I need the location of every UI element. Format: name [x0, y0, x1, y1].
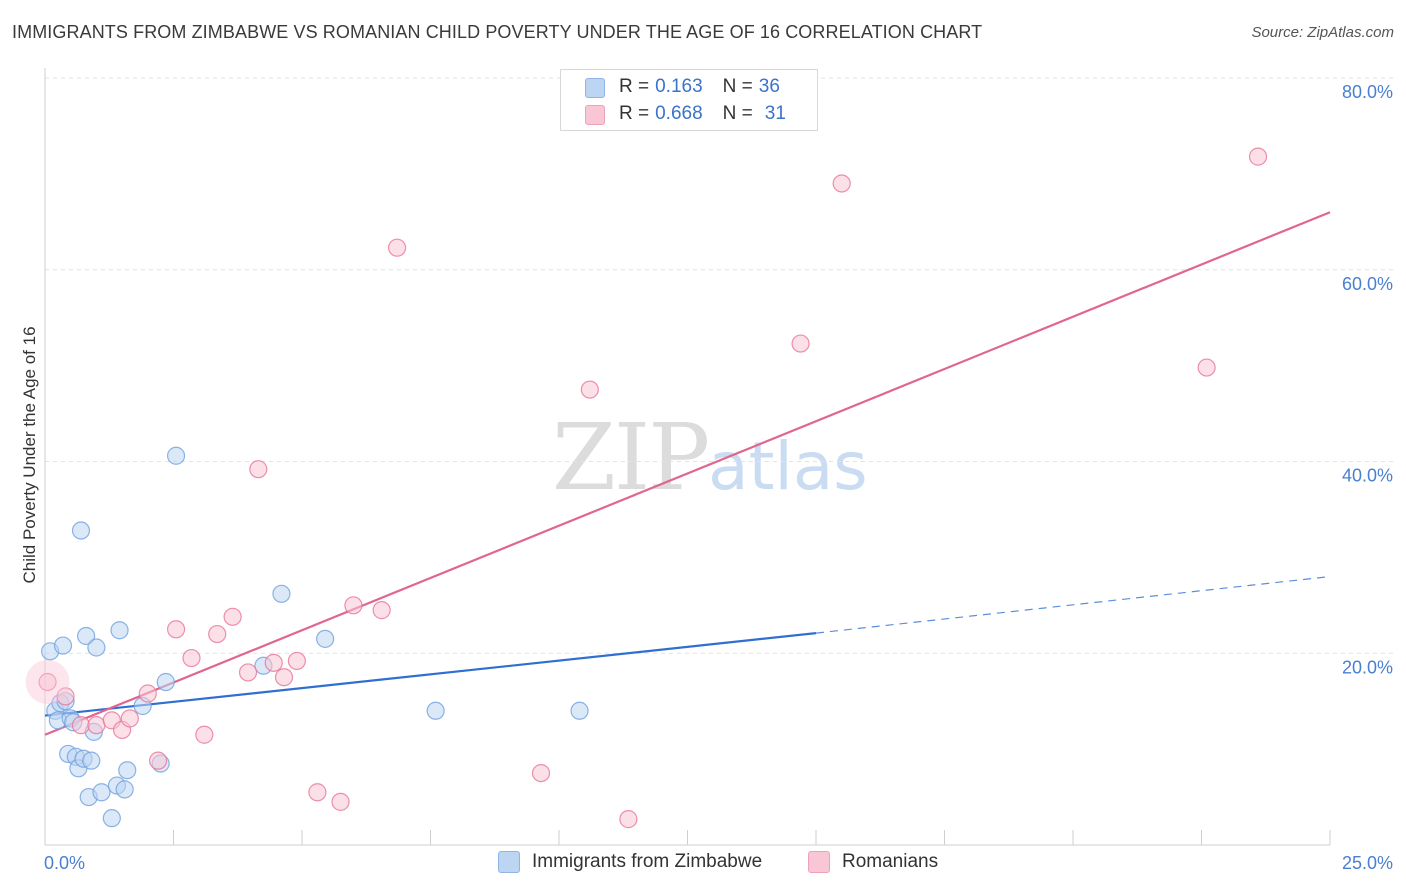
- series-legend-romanians: Romanians: [808, 851, 938, 873]
- legend-n-value: 31: [764, 103, 786, 124]
- data-point-romanians: [1248, 147, 1268, 166]
- data-point-zimbabwe: [77, 626, 96, 646]
- data-point-zimbabwe: [166, 446, 186, 465]
- axes: [44, 68, 1331, 846]
- x-tick-label: 25.0%: [1342, 853, 1393, 873]
- data-point-zimbabwe: [316, 629, 335, 648]
- data-point-romanians: [249, 460, 268, 479]
- data-point-romanians: [331, 792, 350, 811]
- data-point-romanians: [195, 725, 214, 744]
- y-tick-label: 80.0%: [1342, 82, 1393, 102]
- data-point-zimbabwe: [53, 636, 73, 655]
- chart-title: IMMIGRANTS FROM ZIMBABWE VS ROMANIAN CHI…: [12, 22, 983, 42]
- legend-r-label: R =: [619, 103, 650, 124]
- legend-n-value: 36: [758, 76, 780, 97]
- data-point-zimbabwe: [82, 751, 101, 770]
- data-point-romanians: [166, 620, 186, 639]
- data-point-romanians: [138, 684, 157, 703]
- data-point-romanians: [71, 716, 91, 735]
- data-point-zimbabwe: [102, 809, 121, 828]
- data-point-romanians: [223, 607, 242, 626]
- data-point-romanians: [274, 668, 294, 687]
- trend-line-zimbabwe-extension: [815, 575, 1331, 634]
- data-point-romanians: [148, 751, 168, 770]
- data-point-romanians: [308, 783, 327, 802]
- data-point-zimbabwe: [87, 638, 106, 657]
- data-point-romanians: [791, 334, 810, 353]
- watermark: ZIPatlas: [552, 404, 868, 511]
- data-point-zimbabwe: [156, 672, 175, 692]
- data-points: [25, 147, 1268, 829]
- series-label-zimbabwe: Immigrants from Zimbabwe: [532, 851, 763, 872]
- data-point-romanians: [120, 709, 139, 728]
- data-point-romanians: [619, 810, 638, 829]
- data-point-romanians: [56, 687, 75, 706]
- data-point-romanians: [372, 601, 391, 620]
- data-point-romanians: [87, 716, 106, 735]
- series-label-romanians: Romanians: [842, 851, 939, 872]
- legend-r-label: R =: [619, 76, 650, 97]
- trend-lines: [44, 211, 1331, 736]
- data-point-zimbabwe: [71, 521, 91, 540]
- data-point-romanians: [580, 380, 599, 399]
- data-point-zimbabwe: [115, 780, 134, 799]
- y-axis-label: Child Poverty Under the Age of 16: [20, 326, 39, 583]
- watermark-atlas: atlas: [708, 428, 868, 505]
- data-point-zimbabwe: [272, 584, 291, 603]
- legend-n-label: N =: [722, 103, 753, 124]
- source-label: Source: ZipAtlas.com: [1251, 24, 1394, 41]
- series-legend-zimbabwe: Immigrants from Zimbabwe: [498, 851, 762, 873]
- legend-n-label: N =: [722, 76, 753, 97]
- correlation-legend: R = 0.163 N = 36 R = 0.668 N = 31: [560, 69, 818, 131]
- data-point-romanians: [264, 653, 283, 672]
- legend-r-value: 0.668: [655, 103, 703, 124]
- data-point-romanians: [387, 238, 407, 257]
- data-point-zimbabwe: [426, 701, 445, 720]
- data-point-romanians: [238, 663, 258, 682]
- series-swatch-zimbabwe: [498, 851, 520, 873]
- legend-row-zimbabwe: R = 0.163 N = 36: [585, 75, 780, 99]
- data-point-romanians: [287, 651, 306, 671]
- data-point-zimbabwe: [118, 761, 137, 780]
- data-point-romanians: [38, 672, 57, 692]
- axis-labels: 20.0% 40.0% 60.0% 80.0% 0.0% 25.0% Child Pover…: [20, 82, 1393, 873]
- trend-line-romanians: [44, 211, 1331, 736]
- legend-r-value: 0.163: [655, 76, 703, 97]
- series-swatch-romanians: [808, 851, 830, 873]
- data-point-romanians: [832, 174, 851, 193]
- x-tick-label: 0.0%: [44, 853, 85, 873]
- trend-line-zimbabwe: [44, 632, 817, 717]
- watermark-zip: ZIP: [552, 404, 710, 511]
- legend-row-romanians: R = 0.668 N = 31: [585, 102, 786, 126]
- data-point-romanians: [182, 648, 201, 668]
- legend-swatch-romanians: [585, 105, 605, 125]
- data-point-zimbabwe: [570, 701, 589, 720]
- y-tick-label: 60.0%: [1342, 274, 1393, 294]
- data-point-romanians-large: [25, 660, 70, 705]
- y-tick-label: 20.0%: [1342, 657, 1393, 677]
- legend-swatch-zimbabwe: [585, 78, 605, 98]
- data-point-romanians: [344, 596, 363, 615]
- data-point-romanians: [1197, 358, 1216, 377]
- y-tick-label: 40.0%: [1342, 466, 1393, 486]
- data-point-romanians: [208, 624, 227, 644]
- data-point-zimbabwe: [110, 621, 129, 640]
- grid-lines: [45, 77, 1393, 654]
- data-point-romanians: [531, 763, 551, 783]
- data-point-zimbabwe: [92, 783, 111, 802]
